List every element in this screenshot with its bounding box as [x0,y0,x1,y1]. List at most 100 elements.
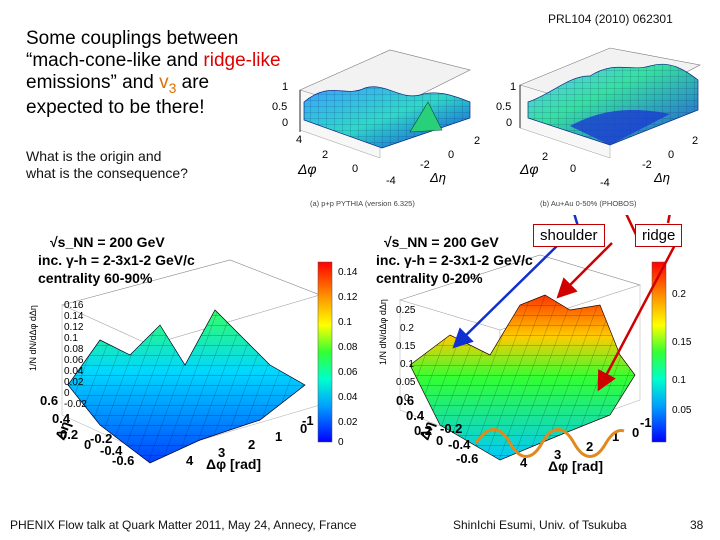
bottom-right-z-ticks: 0.25 0.2 0.15 0.1 0.05 0 [396,305,416,404]
top-left-z-tick-3: 0 [282,117,288,129]
bl-eta-tick: -0.2 [90,431,112,446]
br-z-tick: 0.15 [396,341,416,352]
top-right-eta-label: Δη [653,170,670,185]
bottom-left-energy: √s_NN = 200 GeV [50,234,165,250]
bl-cb-tick: 0.02 [338,417,358,428]
top-right-eta-tick-3: 2 [692,135,698,147]
br-phi-tick: 4 [520,455,528,470]
br-z-tick: 0.1 [400,359,414,370]
top-left-caption: (a) p+p PYTHIA (version 6.325) [310,199,415,208]
footer-conference: PHENIX Flow talk at Quark Matter 2011, M… [10,518,357,532]
top-right-z-tick-1: 1 [510,81,516,93]
ridge-arrow-down [597,242,678,392]
bl-eta-tick: 0 [84,437,91,452]
title-line-1: Some couplings between [26,28,239,49]
br-eta-tick: -0.2 [440,421,462,436]
top-left-phi-label: Δφ [297,161,317,177]
bl-z-tick: 0.06 [64,355,84,366]
title-ridge-like: ridge-like [203,50,281,71]
top-left-phi-tick-2: 2 [322,149,328,161]
top-right-phi-tick-1: 2 [542,151,548,163]
br-eta-tick: -0.4 [448,437,471,452]
bottom-right-eta-label: Δη [416,419,437,442]
br-z-tick: 0.05 [396,377,416,388]
bottom-left-plot: √s_NN = 200 GeV inc. γ-h = 2-3x1-2 GeV/c… [28,234,358,472]
bl-cb-tick: 0.14 [338,267,358,278]
reference-citation: PRL104 (2010) 062301 [548,12,673,26]
bl-z-tick: -0.02 [64,399,87,410]
bl-phi-tick: 1 [275,429,282,444]
br-z-tick: 0 [404,393,410,404]
ridge-arrow-up-left [625,215,642,244]
bottom-left-eta-label: Δη [52,419,73,442]
question-line-1: What is the origin and [26,148,162,164]
bottom-left-z-axis-label: 1/N dN/dΔφ dΔη [28,305,38,371]
bottom-left-eta-ticks: 0.6 0.4 0.2 0 -0.2 -0.4 -0.6 [40,393,134,468]
bl-eta-tick: -0.6 [112,453,134,468]
top-left-z-tick-1: 1 [282,81,288,93]
top-left-phi-tick-3: 0 [352,163,358,175]
question-text: What is the origin and what is the conse… [26,148,188,182]
bl-cb-tick: 0.1 [338,317,352,328]
v3-wave-annotation [474,428,625,458]
top-plots: 1 0.5 0 4 2 0 -2 0 2 -4 Δφ Δη (a) p+p PY… [272,47,701,208]
bottom-right-phi-label: Δφ [rad] [548,458,603,474]
br-phi-tick: 2 [586,439,593,454]
br-phi-tick: -1 [640,415,652,430]
title-line-4: expected to be there! [26,96,205,118]
top-right-eta-tick-2: 0 [668,149,674,161]
bl-phi-tick: 2 [248,437,255,452]
title-line-3-b: are [176,72,210,93]
bottom-plots: √s_NN = 200 GeV inc. γ-h = 2-3x1-2 GeV/c… [28,215,692,474]
bl-phi-tick: 0 [300,421,307,436]
title-v: v [159,72,169,93]
bl-z-tick: 0.16 [64,300,84,311]
bl-z-tick: 0.12 [64,322,84,333]
top-right-phi-tick-2: 0 [570,163,576,175]
footer-author: ShinIchi Esumi, Univ. of Tsukuba [453,518,627,532]
title-v-subscript: 3 [168,79,177,96]
br-cb-tick: 0.15 [672,337,692,348]
bottom-left-centrality: centrality 60-90% [38,270,153,286]
top-left-phi-tick-1: 4 [296,134,302,146]
br-cb-tick: 0.05 [672,405,692,416]
bottom-left-colorbar-ticks: 0.14 0.12 0.1 0.08 0.06 0.04 0.02 0 [338,267,358,448]
bl-z-tick: 0.02 [64,377,84,388]
br-z-tick: 0.25 [396,305,416,316]
bl-cb-tick: 0.06 [338,367,358,378]
br-eta-tick: 0.4 [406,408,425,423]
bottom-right-phi-ticks: 4 3 2 1 0 -1 [520,415,652,470]
bl-eta-tick: 0.6 [40,393,58,408]
top-left-eta-label: Δη [429,170,446,185]
bl-z-tick: 0.1 [64,333,78,344]
top-right-plot: 1 0.5 0 2 0 -2 0 2 -4 Δφ Δη (b) Au+Au 0-… [496,47,701,208]
bottom-right-energy: √s_NN = 200 GeV [384,234,499,250]
br-cb-tick: 0.2 [672,289,686,300]
title-line-2-a: “mach-cone-like and [26,50,204,71]
top-left-z-tick-2: 0.5 [272,101,287,113]
br-cb-tick: 0.1 [672,375,686,386]
br-eta-tick: -0.6 [456,451,478,466]
bl-z-tick: 0.04 [64,366,84,377]
bottom-right-colorbar-ticks: 0.2 0.15 0.1 0.05 [672,289,692,416]
shoulder-arrow-down [452,242,561,349]
top-left-eta-tick-2: 0 [448,149,454,161]
br-eta-tick: 0 [436,433,443,448]
top-left-eta-tick-3: 2 [474,135,480,147]
bl-z-tick: 0.14 [64,311,84,322]
bl-cb-tick: 0.04 [338,392,358,403]
ridge-arrow-up-right [666,215,671,224]
slide-title: Some couplings between “mach-cone-like a… [26,28,316,119]
top-right-eta-tick-1: -2 [642,159,652,171]
bottom-left-phi-label: Δφ [rad] [206,456,261,472]
bl-z-tick: 0.08 [64,344,84,355]
title-line-3-a: emissions” and [26,72,160,93]
bottom-right-centrality: centrality 0-20% [376,270,483,286]
ridge-arrow-left [556,242,613,299]
shoulder-label: shoulder [533,224,605,247]
bl-eta-tick: 0.2 [60,427,78,442]
bl-phi-tick: -1 [302,413,314,428]
bl-phi-tick: 3 [218,445,225,460]
annotation-arrows [452,215,678,392]
bl-eta-tick: 0.4 [52,411,71,426]
